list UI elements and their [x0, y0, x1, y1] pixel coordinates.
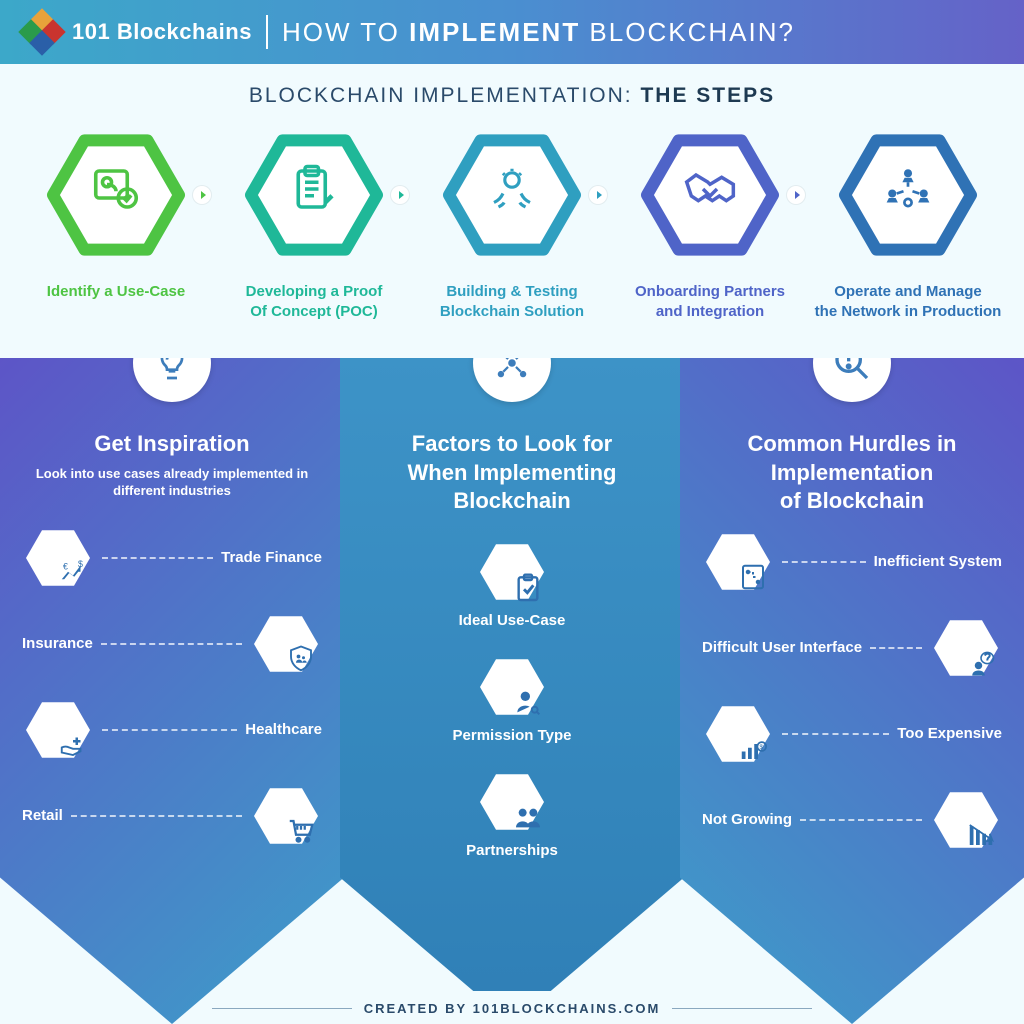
- col-left-subtitle: Look into use cases already implemented …: [22, 465, 322, 500]
- step-2: Developing a ProofOf Concept (POC): [215, 120, 413, 326]
- step-connector-icon: [787, 186, 805, 204]
- list-item: Healthcare: [22, 698, 322, 762]
- step-label: Developing a ProofOf Concept (POC): [242, 282, 387, 326]
- column-factors: Factors to Look for When Implementing Bl…: [340, 358, 684, 1024]
- svg-text:$: $: [760, 744, 764, 751]
- connector-dash: [800, 819, 922, 821]
- header-bar: 101 Blockchains HOW TO IMPLEMENT BLOCKCH…: [0, 0, 1024, 64]
- connector-dash: [102, 557, 213, 559]
- col-mid-items: Ideal Use-Case Permission Type Partnership…: [362, 540, 662, 859]
- list-item: $ Too Expensive: [702, 702, 1002, 766]
- clipboard-check-icon: [476, 540, 548, 604]
- step-connector-icon: [391, 186, 409, 204]
- list-item: Permission Type: [453, 655, 572, 744]
- step-hex: [229, 120, 399, 270]
- logo-icon: [20, 10, 64, 54]
- item-label: Permission Type: [453, 727, 572, 744]
- two-people-icon: [476, 770, 548, 834]
- columns-row: Get Inspiration Look into use cases alre…: [0, 358, 1024, 1024]
- col-right-items: Inefficient System Difficult User Interfa…: [702, 522, 1002, 860]
- item-label: Partnerships: [466, 842, 558, 859]
- user-key-icon: [476, 655, 548, 719]
- hand-cross-icon: [22, 698, 94, 762]
- item-label: Trade Finance: [221, 549, 322, 566]
- chart-down-icon: [930, 788, 1002, 852]
- step-label: Identify a Use-Case: [43, 282, 189, 326]
- item-label: Not Growing: [702, 811, 792, 828]
- step-3: Building & TestingBlockchain Solution: [413, 120, 611, 326]
- section-title-pre: BLOCKCHAIN IMPLEMENTATION:: [249, 84, 641, 107]
- list-item: Inefficient System: [702, 530, 1002, 594]
- list-item: Difficult User Interface: [702, 616, 1002, 680]
- shield-family-icon: [250, 612, 322, 676]
- connector-dash: [782, 561, 866, 563]
- list-item: Insurance: [22, 612, 322, 676]
- bars-dollar-icon: $: [702, 702, 774, 766]
- column-inspiration: Get Inspiration Look into use cases alre…: [0, 358, 344, 1024]
- item-label: Difficult User Interface: [702, 639, 862, 656]
- connector-dash: [71, 815, 242, 817]
- header-title-post: BLOCKCHAIN?: [580, 17, 795, 47]
- step-5: Operate and Managethe Network in Product…: [809, 120, 1007, 326]
- step-4: Onboarding Partnersand Integration: [611, 120, 809, 326]
- col-mid-title: Factors to Look for When Implementing Bl…: [362, 430, 662, 516]
- step-label: Operate and Managethe Network in Product…: [811, 282, 1006, 326]
- step-hex: [625, 120, 795, 270]
- list-item: Retail: [22, 784, 322, 848]
- header-divider: [266, 15, 268, 49]
- item-label: Healthcare: [245, 721, 322, 738]
- col-left-items: €$Trade FinanceInsuranceHealthcareRetail: [22, 518, 322, 856]
- header-title: HOW TO IMPLEMENT BLOCKCHAIN?: [282, 17, 795, 48]
- footer-bold: 101BLOCKCHAINS.COM: [473, 1001, 661, 1016]
- list-item: €$Trade Finance: [22, 526, 322, 590]
- step-1: Identify a Use-Case: [17, 120, 215, 326]
- footer-credit: CREATED BY 101BLOCKCHAINS.COM: [362, 991, 662, 1024]
- step-hex: [31, 120, 201, 270]
- section-title-bold: THE STEPS: [640, 84, 775, 107]
- steps-row: Identify a Use-Case Developing a ProofOf …: [0, 120, 1024, 326]
- section-title: BLOCKCHAIN IMPLEMENTATION: THE STEPS: [0, 64, 1024, 120]
- footer-pre: CREATED BY: [364, 1001, 473, 1016]
- cart-icon: [250, 784, 322, 848]
- list-item: Ideal Use-Case: [459, 540, 566, 629]
- item-label: Inefficient System: [874, 553, 1002, 570]
- item-label: Retail: [22, 807, 63, 824]
- item-label: Insurance: [22, 635, 93, 652]
- magnify-alert-icon: [813, 324, 891, 402]
- connector-dash: [782, 733, 889, 735]
- list-item: Not Growing: [702, 788, 1002, 852]
- column-hurdles: Common Hurdles in Implementation of Bloc…: [680, 358, 1024, 1024]
- col-right-title: Common Hurdles in Implementation of Bloc…: [702, 430, 1002, 516]
- header-title-pre: HOW TO: [282, 17, 409, 47]
- step-label: Onboarding Partnersand Integration: [631, 282, 789, 326]
- step-label: Building & TestingBlockchain Solution: [436, 282, 588, 326]
- people-network-icon: [473, 324, 551, 402]
- step-hex: [823, 120, 993, 270]
- lightbulb-icon: [133, 324, 211, 402]
- step-connector-icon: [589, 186, 607, 204]
- item-label: Too Expensive: [897, 725, 1002, 742]
- step-connector-icon: [193, 186, 211, 204]
- item-label: Ideal Use-Case: [459, 612, 566, 629]
- svg-text:$: $: [78, 558, 83, 568]
- svg-text:€: €: [63, 561, 68, 571]
- connector-dash: [870, 647, 922, 649]
- list-item: Partnerships: [466, 770, 558, 859]
- col-left-title: Get Inspiration: [22, 430, 322, 459]
- brand-name: 101 Blockchains: [72, 19, 252, 45]
- chart-money-icon: €$: [22, 526, 94, 590]
- step-hex: [427, 120, 597, 270]
- connector-dash: [102, 729, 237, 731]
- connector-dash: [101, 643, 242, 645]
- header-title-bold: IMPLEMENT: [409, 17, 580, 47]
- clipboard-route-icon: [702, 530, 774, 594]
- user-confused-icon: [930, 616, 1002, 680]
